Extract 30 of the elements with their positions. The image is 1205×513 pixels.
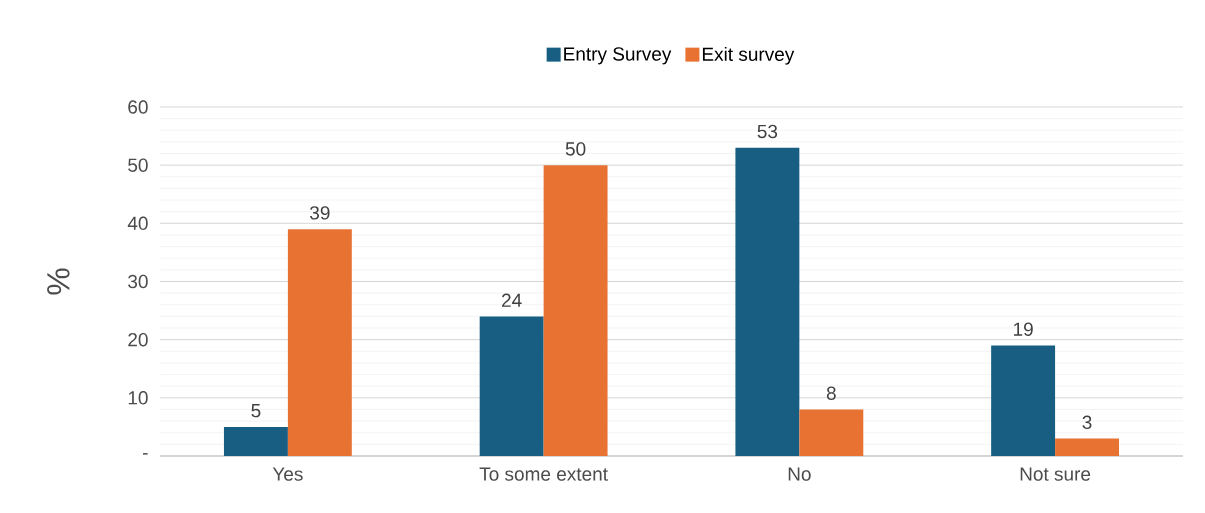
bar	[287, 229, 352, 456]
x-tick-label: Not sure	[1020, 467, 1091, 481]
bar	[799, 409, 864, 456]
y-axis-title: %	[47, 268, 70, 295]
data-label: 19	[1014, 322, 1033, 336]
data-label: 24	[502, 293, 522, 307]
bar	[543, 165, 608, 456]
bar	[479, 316, 544, 456]
data-label: 53	[757, 124, 778, 139]
data-label: 8	[826, 386, 836, 400]
y-tick-label: -	[143, 453, 148, 455]
y-tick-label: 30	[128, 274, 148, 289]
x-tick-label: No	[788, 467, 811, 481]
data-label: 39	[310, 206, 330, 220]
bar	[735, 147, 800, 456]
legend-label: Entry Survey	[564, 47, 672, 65]
legend-label: Exit survey	[702, 47, 795, 65]
y-tick-label: 60	[128, 100, 148, 114]
bar	[223, 426, 288, 456]
bar	[1055, 438, 1120, 456]
y-tick-label: 10	[128, 391, 148, 405]
data-label: 3	[1082, 415, 1092, 430]
x-tick-label: Yes	[272, 467, 303, 481]
y-tick-label: 40	[127, 216, 148, 231]
x-tick-label: To some extent	[479, 467, 608, 481]
bar	[991, 345, 1056, 456]
y-tick-label: 50	[128, 158, 148, 172]
data-label: 5	[251, 404, 261, 418]
data-label: 50	[565, 142, 586, 156]
y-tick-label: 20	[128, 332, 148, 347]
